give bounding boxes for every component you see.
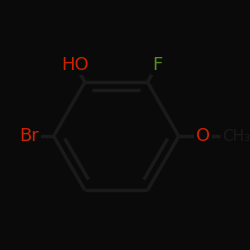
Text: O: O bbox=[196, 127, 210, 145]
Text: F: F bbox=[152, 56, 163, 74]
Text: HO: HO bbox=[61, 56, 89, 74]
Text: Br: Br bbox=[19, 127, 39, 145]
Text: CH₃: CH₃ bbox=[222, 129, 250, 144]
